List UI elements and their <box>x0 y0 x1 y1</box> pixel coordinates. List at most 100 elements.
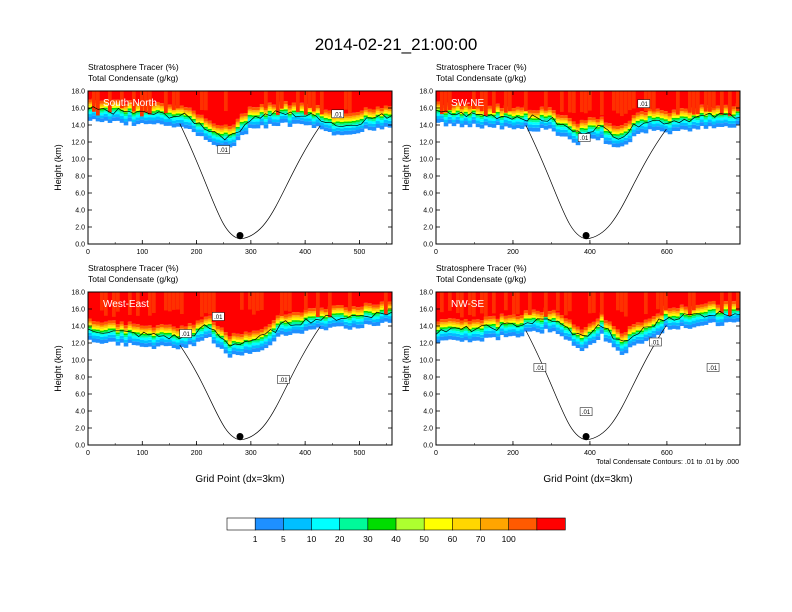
tracer-cell <box>195 325 201 327</box>
tracer-cell <box>579 119 585 123</box>
tracer-cell <box>111 332 117 335</box>
tracer-cell <box>347 311 353 314</box>
tracer-cell <box>175 328 181 332</box>
tracer-cell <box>475 336 481 341</box>
tracer-cell <box>695 307 701 310</box>
tracer-cell <box>623 140 629 145</box>
tracer-cell <box>87 335 93 340</box>
tracer-cell <box>591 333 597 337</box>
tracer-cell <box>367 292 373 304</box>
tracer-cell <box>215 129 221 132</box>
tracer-cell <box>191 342 197 347</box>
tracer-cell <box>459 123 465 128</box>
tracer-streak <box>512 292 516 315</box>
colorbar-swatch <box>508 517 538 531</box>
tracer-cell <box>375 316 381 320</box>
tracer-cell <box>671 312 677 315</box>
tracer-cell <box>315 119 321 123</box>
tracer-cell <box>635 327 641 329</box>
tracer-cell <box>187 110 193 113</box>
tracer-cell <box>239 113 245 117</box>
tracer-cell <box>235 121 241 124</box>
tracer-cell <box>155 116 161 120</box>
tracer-cell <box>119 327 125 330</box>
tracer-cell <box>239 340 245 343</box>
tracer-cell <box>143 325 149 329</box>
tracer-cell <box>583 123 589 126</box>
tracer-streak <box>688 292 692 316</box>
tracer-cell <box>511 91 517 109</box>
tracer-cell <box>543 120 549 123</box>
tracer-cell <box>287 331 293 335</box>
tracer-cell <box>547 317 553 320</box>
tracer-cell <box>491 118 497 121</box>
tracer-cell <box>319 315 325 318</box>
tracer-cell <box>111 337 117 342</box>
tracer-cell <box>383 108 389 111</box>
tracer-cell <box>667 313 673 315</box>
tracer-cell <box>631 119 637 122</box>
panel-4-tracer-label: Stratosphere Tracer (%) <box>436 263 527 273</box>
tracer-cell <box>455 110 461 113</box>
tracer-cell <box>651 333 657 338</box>
tracer-cell <box>179 115 185 118</box>
tracer-cell <box>731 315 737 319</box>
tracer-cell <box>347 119 353 122</box>
tracer-cell <box>635 339 641 344</box>
tracer-cell <box>263 336 269 339</box>
condensate-contour <box>87 106 393 141</box>
tracer-cell <box>663 123 669 126</box>
tracer-cell <box>439 331 445 334</box>
tracer-streak <box>480 292 484 314</box>
tracer-cell <box>239 116 245 119</box>
tracer-cell <box>639 327 645 329</box>
tracer-cell <box>227 342 233 345</box>
tracer-cell <box>203 121 209 124</box>
tracer-cell <box>223 127 229 130</box>
tracer-cell <box>383 113 389 116</box>
tracer-cell <box>651 324 657 327</box>
tracer-cell <box>499 292 505 314</box>
tracer-cell <box>275 320 281 322</box>
tracer-cell <box>251 119 257 122</box>
tracer-cell <box>559 315 565 319</box>
tracer-cell <box>459 323 465 326</box>
tracer-cell <box>563 121 569 124</box>
tracer-cell <box>659 119 665 122</box>
tracer-cell <box>239 128 245 132</box>
tracer-cell <box>111 114 117 118</box>
tracer-cell <box>619 136 625 140</box>
tracer-cell <box>699 116 705 120</box>
tracer-cell <box>259 340 265 344</box>
tracer-cell <box>555 129 561 133</box>
tracer-cell <box>123 113 129 117</box>
tracer-cell <box>531 118 537 121</box>
tracer-cell <box>255 338 261 341</box>
tracer-cell <box>219 335 225 338</box>
tracer-cell <box>471 119 477 124</box>
tracer-streak <box>592 292 596 313</box>
tracer-cell <box>587 131 593 135</box>
tracer-cell <box>311 121 317 125</box>
tracer-streak <box>248 292 252 310</box>
tracer-cell <box>559 329 565 333</box>
tracer-cell <box>311 322 317 326</box>
tracer-cell <box>703 112 709 114</box>
tracer-cell <box>371 117 377 120</box>
tracer-cell <box>731 123 737 128</box>
tracer-cell <box>663 114 669 116</box>
tracer-cell <box>379 114 385 117</box>
tracer-cell <box>271 104 277 108</box>
tracer-cell <box>91 332 97 336</box>
tracer-cell <box>163 331 169 333</box>
tracer-cell <box>375 116 381 119</box>
tracer-cell <box>539 292 545 313</box>
y-tick-label: 6.0 <box>423 191 433 198</box>
tracer-cell <box>299 102 305 106</box>
tracer-cell <box>151 339 157 343</box>
tracer-cell <box>435 113 441 117</box>
tracer-cell <box>207 323 213 326</box>
tracer-streak <box>720 91 724 115</box>
tracer-cell <box>515 316 521 320</box>
tracer-cell <box>115 341 121 346</box>
